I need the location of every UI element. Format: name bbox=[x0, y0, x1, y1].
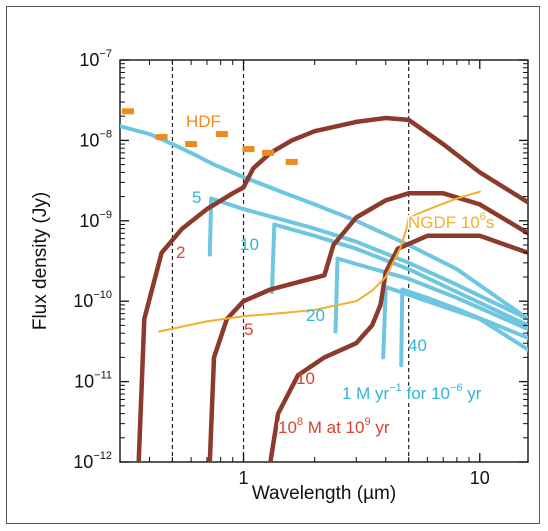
y-tick-label: 10−7 bbox=[79, 48, 112, 70]
y-tick-label: 10−8 bbox=[79, 128, 112, 150]
hdf-data-point bbox=[122, 108, 134, 115]
y-tick-label: 10−11 bbox=[74, 370, 112, 392]
young-redshift-label: 40 bbox=[408, 336, 427, 355]
figure-frame bbox=[6, 6, 540, 524]
young-sed-curve-1 bbox=[207, 196, 528, 321]
y-axis-title: Flux density (Jy) bbox=[30, 192, 51, 330]
young-population-label: 1 M yr−1 for 10−6 yr bbox=[342, 382, 482, 403]
x-axis-title: Wavelength (µm) bbox=[252, 483, 396, 504]
hdf-data-point bbox=[215, 131, 228, 138]
x-tick-label: 1 bbox=[239, 468, 249, 488]
hdf-data-point bbox=[262, 149, 275, 156]
hdf-data-point bbox=[155, 134, 168, 141]
young-redshift-label: 20 bbox=[306, 306, 325, 325]
old-redshift-label: 2 bbox=[176, 243, 185, 262]
old-redshift-label: 10 bbox=[296, 369, 315, 388]
ngdf-sed-curve-9 bbox=[158, 190, 481, 333]
hdf-data-point bbox=[185, 141, 198, 148]
young-sed-curve-0 bbox=[120, 124, 528, 321]
x-tick-label: 10 bbox=[470, 468, 490, 488]
young-sed-curve-3 bbox=[333, 256, 528, 334]
old-redshift-label: 5 bbox=[244, 320, 253, 339]
young-redshift-label: 10 bbox=[240, 235, 259, 254]
hdf-data-point bbox=[242, 146, 255, 153]
young-sed-curve-5 bbox=[381, 285, 528, 360]
young-sed-curve-2 bbox=[270, 222, 528, 328]
y-tick-label: 10−9 bbox=[79, 209, 112, 231]
old-sed-curve-8 bbox=[268, 233, 528, 462]
hdf-label: HDF bbox=[186, 112, 221, 131]
hdf-data-point bbox=[285, 158, 298, 165]
ngdf-label: NGDF 106s bbox=[408, 211, 494, 232]
old-population-label: 108 M at 109 yr bbox=[278, 416, 390, 437]
y-tick-label: 10−10 bbox=[73, 289, 112, 311]
old-sed-curve-7 bbox=[207, 191, 528, 462]
young-redshift-label: 5 bbox=[192, 188, 201, 207]
y-tick-label: 10−12 bbox=[73, 450, 112, 472]
plot-area bbox=[119, 59, 529, 463]
